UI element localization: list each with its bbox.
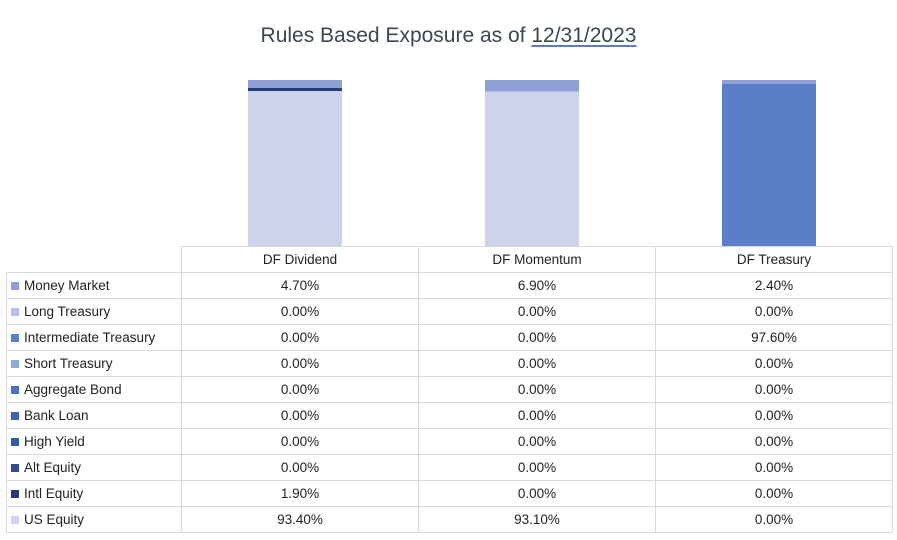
row-label: Money Market [6, 272, 182, 299]
data-label: 0.00% [655, 454, 893, 481]
legend-swatch [11, 438, 19, 446]
table-row: Money Market 4.70% 6.90% 2.40% [6, 272, 893, 299]
row-label: Intl Equity [6, 480, 182, 507]
bar-segment-0-9 [248, 90, 342, 247]
legend-swatch [11, 516, 19, 524]
legend-label: High Yield [24, 434, 85, 449]
legend-label: Money Market [24, 278, 110, 293]
column-header-1: DF Momentum [418, 246, 656, 273]
legend-swatch [11, 386, 19, 394]
data-label: 0.00% [655, 402, 893, 429]
data-label: 6.90% [418, 272, 656, 299]
table-row: Short Treasury 0.00% 0.00% 0.00% [6, 350, 893, 377]
data-label: 0.00% [418, 324, 656, 351]
row-label: Alt Equity [6, 454, 182, 481]
data-label: 0.00% [655, 506, 893, 533]
row-label: High Yield [6, 428, 182, 455]
legend-label: Short Treasury [24, 356, 113, 371]
data-label: 0.00% [655, 298, 893, 325]
bar-segment-1-9 [485, 91, 579, 246]
legend-label: Bank Loan [24, 408, 89, 423]
data-label: 1.90% [181, 480, 419, 507]
legend-label: Alt Equity [24, 460, 82, 475]
bar-segment-2-2 [722, 83, 816, 246]
table-row: Aggregate Bond 0.00% 0.00% 0.00% [6, 376, 893, 403]
bar-segment-2-0 [722, 80, 816, 84]
table-row: Alt Equity 0.00% 0.00% 0.00% [6, 454, 893, 481]
data-label: 0.00% [655, 350, 893, 377]
legend-swatch [11, 464, 19, 472]
row-label: Bank Loan [6, 402, 182, 429]
legend-label: Intermediate Treasury [24, 330, 156, 345]
legend-swatch [11, 490, 19, 498]
data-label: 0.00% [655, 376, 893, 403]
table-row: Intermediate Treasury 0.00% 0.00% 97.60% [6, 324, 893, 351]
data-label: 0.00% [655, 480, 893, 507]
row-label: Aggregate Bond [6, 376, 182, 403]
legend-swatch [11, 282, 19, 290]
table-row: Intl Equity 1.90% 0.00% 0.00% [6, 480, 893, 507]
data-label: 2.40% [655, 272, 893, 299]
legend-label: US Equity [24, 512, 85, 527]
data-label: 0.00% [418, 376, 656, 403]
legend-swatch [11, 360, 19, 368]
data-label: 0.00% [181, 350, 419, 377]
table-row: US Equity 93.40% 93.10% 0.00% [6, 506, 893, 533]
row-label: Long Treasury [6, 298, 182, 325]
legend-swatch [11, 334, 19, 342]
table-row: Bank Loan 0.00% 0.00% 0.00% [6, 402, 893, 429]
row-label: Short Treasury [6, 350, 182, 377]
table-corner [6, 246, 182, 273]
column-header-0: DF Dividend [181, 246, 419, 273]
chart-title: Rules Based Exposure as of 12/31/2023 [0, 24, 897, 48]
table-row: High Yield 0.00% 0.00% 0.00% [6, 428, 893, 455]
data-label: 0.00% [418, 454, 656, 481]
bar-segment-0-0 [248, 80, 342, 88]
chart-title-date: 12/31/2023 [531, 24, 637, 47]
data-label: 0.00% [181, 428, 419, 455]
legend-swatch [11, 308, 19, 316]
row-label: Intermediate Treasury [6, 324, 182, 351]
data-label: 0.00% [181, 298, 419, 325]
legend-swatch [11, 412, 19, 420]
data-label: 0.00% [181, 376, 419, 403]
legend-label: Intl Equity [24, 486, 84, 501]
data-label: 4.70% [181, 272, 419, 299]
data-table: DF Dividend DF Momentum DF Treasury Money … [6, 246, 893, 533]
bar-segment-0-8 [248, 87, 342, 91]
stacked-bar-chart [248, 80, 816, 247]
data-label: 93.40% [181, 506, 419, 533]
data-label: 0.00% [181, 454, 419, 481]
row-label: US Equity [6, 506, 182, 533]
chart-title-prefix: Rules Based Exposure as of [260, 24, 532, 47]
table-row: Long Treasury 0.00% 0.00% 0.00% [6, 298, 893, 325]
data-label: 0.00% [181, 324, 419, 351]
data-label: 93.10% [418, 506, 656, 533]
data-label: 0.00% [418, 350, 656, 377]
legend-label: Aggregate Bond [24, 382, 122, 397]
column-header-2: DF Treasury [655, 246, 893, 273]
data-label: 0.00% [181, 402, 419, 429]
data-label: 0.00% [418, 298, 656, 325]
data-label: 0.00% [655, 428, 893, 455]
data-label: 0.00% [418, 480, 656, 507]
data-label: 97.60% [655, 324, 893, 351]
data-label: 0.00% [418, 402, 656, 429]
bar-segment-1-0 [485, 80, 579, 92]
data-label: 0.00% [418, 428, 656, 455]
legend-label: Long Treasury [24, 304, 111, 319]
